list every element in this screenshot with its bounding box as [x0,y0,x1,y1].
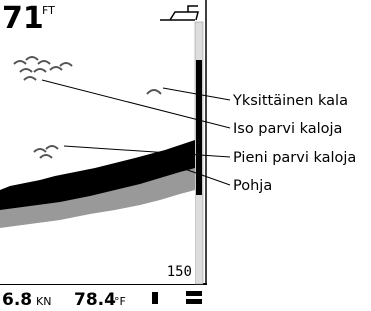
callout-label: Pieni parvi kaloja [233,150,356,166]
callout-label: Pohja [233,178,272,194]
depth-reading: 71 [2,1,44,36]
temp-unit: °F [114,295,126,308]
temp-value: 78.4 [74,290,116,310]
speed-value: 6.8 [2,290,32,310]
range-bottom: 150 [167,264,192,280]
depth-unit: FT [42,4,55,17]
fishfinder-figure: 71 FT 150 6.8 KN 78.4 °F Yksittäinen kal… [0,0,371,311]
callout-label: Iso parvi kaloja [233,121,342,137]
callout-label: Yksittäinen kala [232,93,348,109]
speed-unit: KN [36,295,51,308]
